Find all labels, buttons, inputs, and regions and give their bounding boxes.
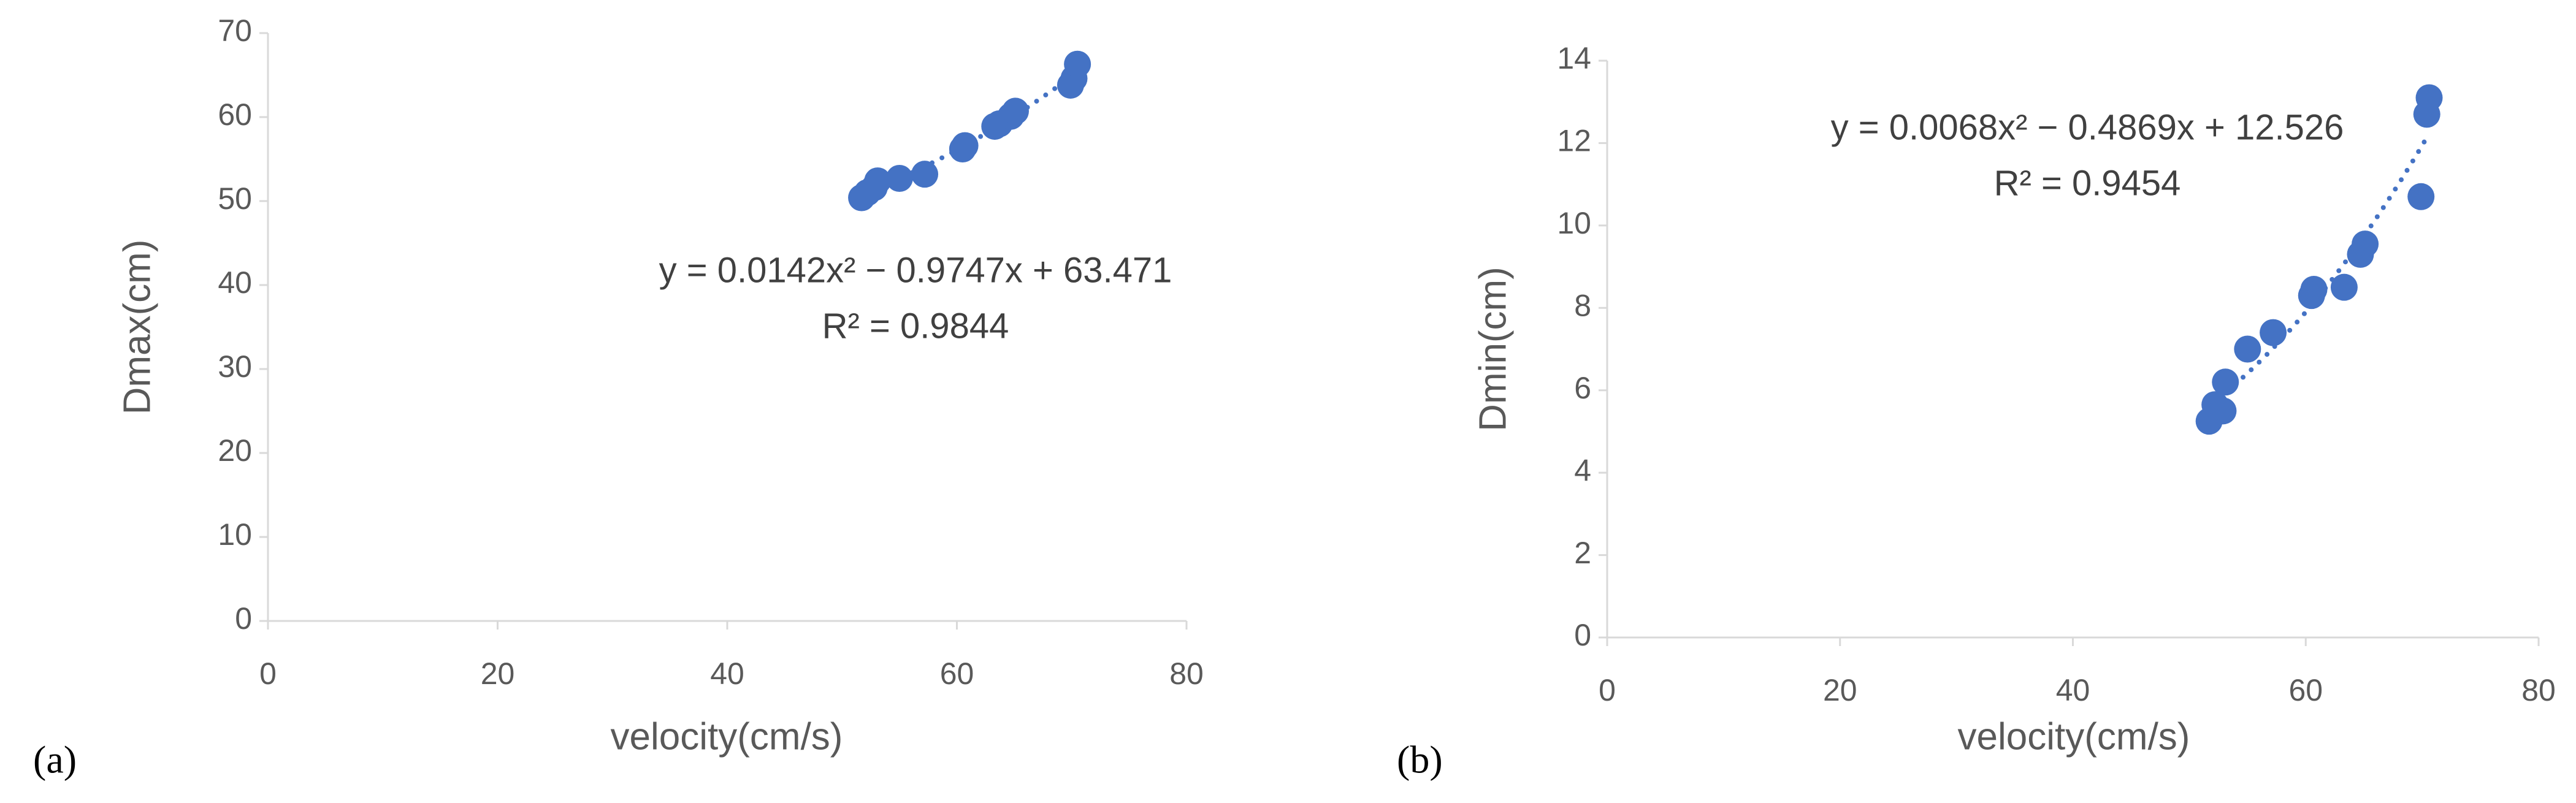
y-tick-label: 2 xyxy=(1574,536,1591,570)
data-point xyxy=(2260,319,2287,346)
y-tick-label: 0 xyxy=(235,601,252,636)
y-tick-label: 10 xyxy=(1557,206,1591,240)
data-point xyxy=(2209,397,2237,425)
data-point xyxy=(951,132,979,159)
chart-panel: 0 2 4 6 8 10 12 14 0 20 40 60 80 y = 0.0068x² − 0.486… xyxy=(1397,41,2556,781)
data-point xyxy=(2234,335,2261,363)
data-point xyxy=(864,167,892,195)
trend-equation: y = 0.0068x² − 0.4869x + 12.526 xyxy=(1831,107,2344,147)
r-squared: R² = 0.9844 xyxy=(822,306,1009,346)
x-tick-label: 20 xyxy=(481,656,515,691)
x-tick-label: 60 xyxy=(940,656,974,691)
y-tick-label: 30 xyxy=(218,349,252,384)
x-tick-label: 40 xyxy=(2056,673,2090,707)
x-tick-label: 60 xyxy=(2288,673,2323,707)
y-axis-title: Dmax(cm) xyxy=(116,240,158,415)
data-point xyxy=(2330,273,2358,301)
y-tick-label: 0 xyxy=(1574,618,1591,652)
data-point xyxy=(2415,84,2443,112)
data-point xyxy=(2352,230,2379,258)
x-tick-label: 0 xyxy=(259,656,277,691)
panel-label: (a) xyxy=(33,738,77,782)
x-tick-label: 20 xyxy=(1823,673,1857,707)
y-tick-label: 10 xyxy=(218,517,252,552)
chart-panel: 0 10 20 30 40 50 60 70 0 20 40 60 80 y = 0.0142x² − 0… xyxy=(33,13,1204,781)
y-tick-label: 6 xyxy=(1574,371,1591,405)
y-tick-label: 70 xyxy=(218,13,252,48)
data-point xyxy=(885,165,913,192)
x-axis-title: velocity(cm/s) xyxy=(1958,715,2190,758)
x-tick-label: 0 xyxy=(1599,673,1616,707)
r-squared: R² = 0.9454 xyxy=(1994,163,2181,203)
trend-equation: y = 0.0142x² − 0.9747x + 63.471 xyxy=(659,250,1172,290)
data-point xyxy=(1001,97,1029,125)
y-tick-label: 8 xyxy=(1574,288,1591,322)
data-point xyxy=(2212,368,2239,396)
data-point xyxy=(2407,183,2435,210)
x-axis-title: velocity(cm/s) xyxy=(611,715,843,758)
y-tick-label: 50 xyxy=(218,181,252,216)
data-point xyxy=(911,161,939,188)
x-tick-label: 80 xyxy=(1169,656,1204,691)
panel-label: (b) xyxy=(1397,738,1443,782)
y-axis-title: Dmin(cm) xyxy=(1472,267,1514,432)
data-point xyxy=(1064,50,1091,78)
y-tick-label: 40 xyxy=(218,265,252,300)
y-tick-label: 4 xyxy=(1574,453,1591,487)
y-tick-label: 14 xyxy=(1557,41,1591,75)
x-tick-label: 80 xyxy=(2521,673,2556,707)
y-tick-label: 20 xyxy=(218,433,252,468)
y-tick-label: 12 xyxy=(1557,124,1591,158)
x-tick-label: 40 xyxy=(710,656,744,691)
data-point xyxy=(2300,276,2328,303)
y-tick-label: 60 xyxy=(218,97,252,132)
trendline xyxy=(2206,131,2432,408)
